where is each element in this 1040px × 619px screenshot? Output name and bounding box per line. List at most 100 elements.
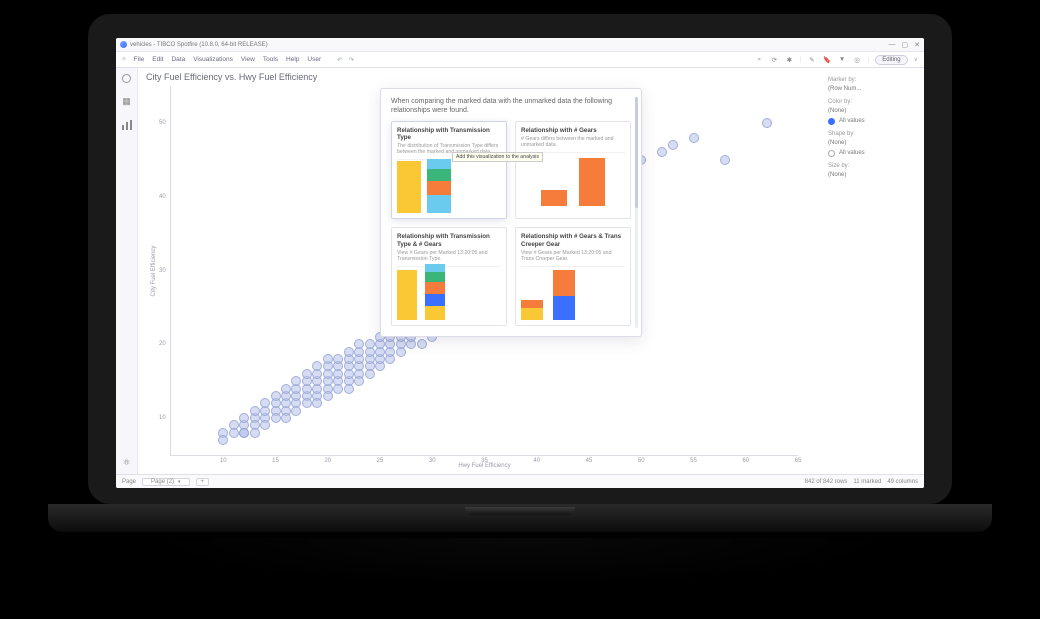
legend-shape-by[interactable]: (None) [828,139,916,148]
data-point[interactable] [229,428,239,438]
app-icon [120,41,127,48]
add-page-button[interactable]: + [196,478,210,486]
data-point[interactable] [323,354,333,364]
data-point[interactable] [762,118,772,128]
undo-icon[interactable]: ↶ [337,56,342,64]
data-point[interactable] [333,384,343,394]
card-title: Relationship with # Gears [521,127,625,134]
x-tick: 10 [220,458,227,464]
menubar: ≡ File Edit Data Visualizations View Too… [116,52,924,68]
legend-size-by-hdr: Size by: [828,162,916,171]
card-mini-chart [397,159,501,213]
left-rail: ▦ ⚛ [116,68,138,474]
data-point[interactable] [354,376,364,386]
data-point[interactable] [354,339,364,349]
status-bar: Page Page (2) ▾ + 842 of 842 rows 11 mar… [116,474,924,488]
menu-view[interactable]: View [241,56,255,63]
data-point[interactable] [250,428,260,438]
data-point[interactable] [291,406,301,416]
legend-shape-swatch-icon [828,150,835,157]
data-point[interactable] [344,347,354,357]
menu-data[interactable]: Data [171,56,185,63]
card-subtitle: View # Gears per Marked 13:20:05 and Tra… [397,251,501,263]
recommendation-card[interactable]: Relationship with # Gears # Gears differs… [515,121,631,219]
data-point[interactable] [365,369,375,379]
menu-file[interactable]: File [134,56,144,63]
data-point[interactable] [260,398,270,408]
mode-pill[interactable]: Editing [875,55,907,65]
data-point[interactable] [312,361,322,371]
data-point[interactable] [281,413,291,423]
recommendations-panel: When comparing the marked data with the … [380,88,642,337]
rail-data-icon[interactable] [122,74,131,83]
data-point[interactable] [365,339,375,349]
y-tick: 10 [159,415,166,421]
recommendation-card[interactable]: Relationship with Transmission TypeThe d… [391,121,507,219]
data-point[interactable] [720,155,730,165]
x-tick: 60 [742,458,749,464]
data-point[interactable] [344,384,354,394]
window-titlebar: vehicles - TIBCO Spotfire (10.8.0, 64-bi… [116,38,924,52]
rail-ai-icon[interactable]: ⚛ [121,456,133,468]
data-point[interactable] [291,376,301,386]
recommendation-card[interactable]: Relationship with # Gears & Trans Creepe… [515,227,631,325]
data-point[interactable] [250,406,260,416]
data-point[interactable] [271,391,281,401]
bookmark-icon[interactable]: 🔖 [823,55,832,64]
reload-icon[interactable]: ⟳ [770,55,779,64]
legend-shape-by-hdr: Shape by: [828,130,916,139]
x-tick: 55 [690,458,697,464]
hamburger-icon[interactable]: ≡ [122,56,126,63]
menu-user[interactable]: User [307,56,321,63]
data-point[interactable] [239,413,249,423]
card-title: Relationship with Transmission Type [397,127,501,141]
legend-marker-by[interactable]: (Row Num... [828,85,916,94]
filter-icon[interactable]: ▼ [838,55,847,64]
menu-edit[interactable]: Edit [152,56,163,63]
data-point[interactable] [657,147,667,157]
rail-chart-icon[interactable] [121,119,133,131]
y-axis-label: City Fuel Efficiency [151,245,157,296]
rail-grid-icon[interactable]: ▦ [121,95,133,107]
data-point[interactable] [323,391,333,401]
data-point[interactable] [260,420,270,430]
x-tick: 45 [586,458,593,464]
data-point[interactable] [312,398,322,408]
x-tick: 30 [429,458,436,464]
data-point[interactable] [281,384,291,394]
data-point[interactable] [668,140,678,150]
comment-icon[interactable]: ✎ [808,55,817,64]
data-point[interactable] [333,354,343,364]
mode-chevron-icon[interactable]: ∨ [914,56,918,63]
legend-size-by[interactable]: (None) [828,171,916,180]
data-point[interactable] [239,428,249,438]
panel-scrollbar[interactable] [635,97,638,328]
window-min-icon[interactable]: — [889,41,896,49]
data-point[interactable] [302,369,312,379]
menu-help[interactable]: Help [286,56,299,63]
x-tick: 50 [638,458,645,464]
window-max-icon[interactable]: ▢ [902,41,909,49]
data-point[interactable] [302,398,312,408]
data-point[interactable] [689,133,699,143]
legend-swatch-icon [828,118,835,125]
legend-color-by[interactable]: (None) [828,107,916,116]
card-subtitle: # Gears differs between the marked and u… [521,137,625,149]
data-point[interactable] [417,339,427,349]
card-subtitle: View # Gears per Marked 13:20:05 and Tra… [521,251,625,263]
menu-tools[interactable]: Tools [263,56,278,63]
x-tick: 65 [795,458,802,464]
lightbulb-icon[interactable]: ✱ [785,55,794,64]
data-point[interactable] [271,413,281,423]
x-tick: 15 [272,458,279,464]
menu-viz[interactable]: Visualizations [193,56,233,63]
recommendation-card[interactable]: Relationship with Transmission Type & # … [391,227,507,325]
target-icon[interactable]: ◎ [853,55,862,64]
page-selector[interactable]: Page (2) ▾ [142,478,190,486]
search-icon[interactable]: ⌕ [755,55,764,64]
add-viz-tooltip: Add this visualization to the analysis [452,152,543,162]
main-area: City Fuel Efficiency vs. Hwy Fuel Effici… [138,68,924,474]
redo-icon[interactable]: ↷ [349,56,354,64]
window-close-icon[interactable]: ✕ [914,41,920,49]
data-point[interactable] [218,435,228,445]
